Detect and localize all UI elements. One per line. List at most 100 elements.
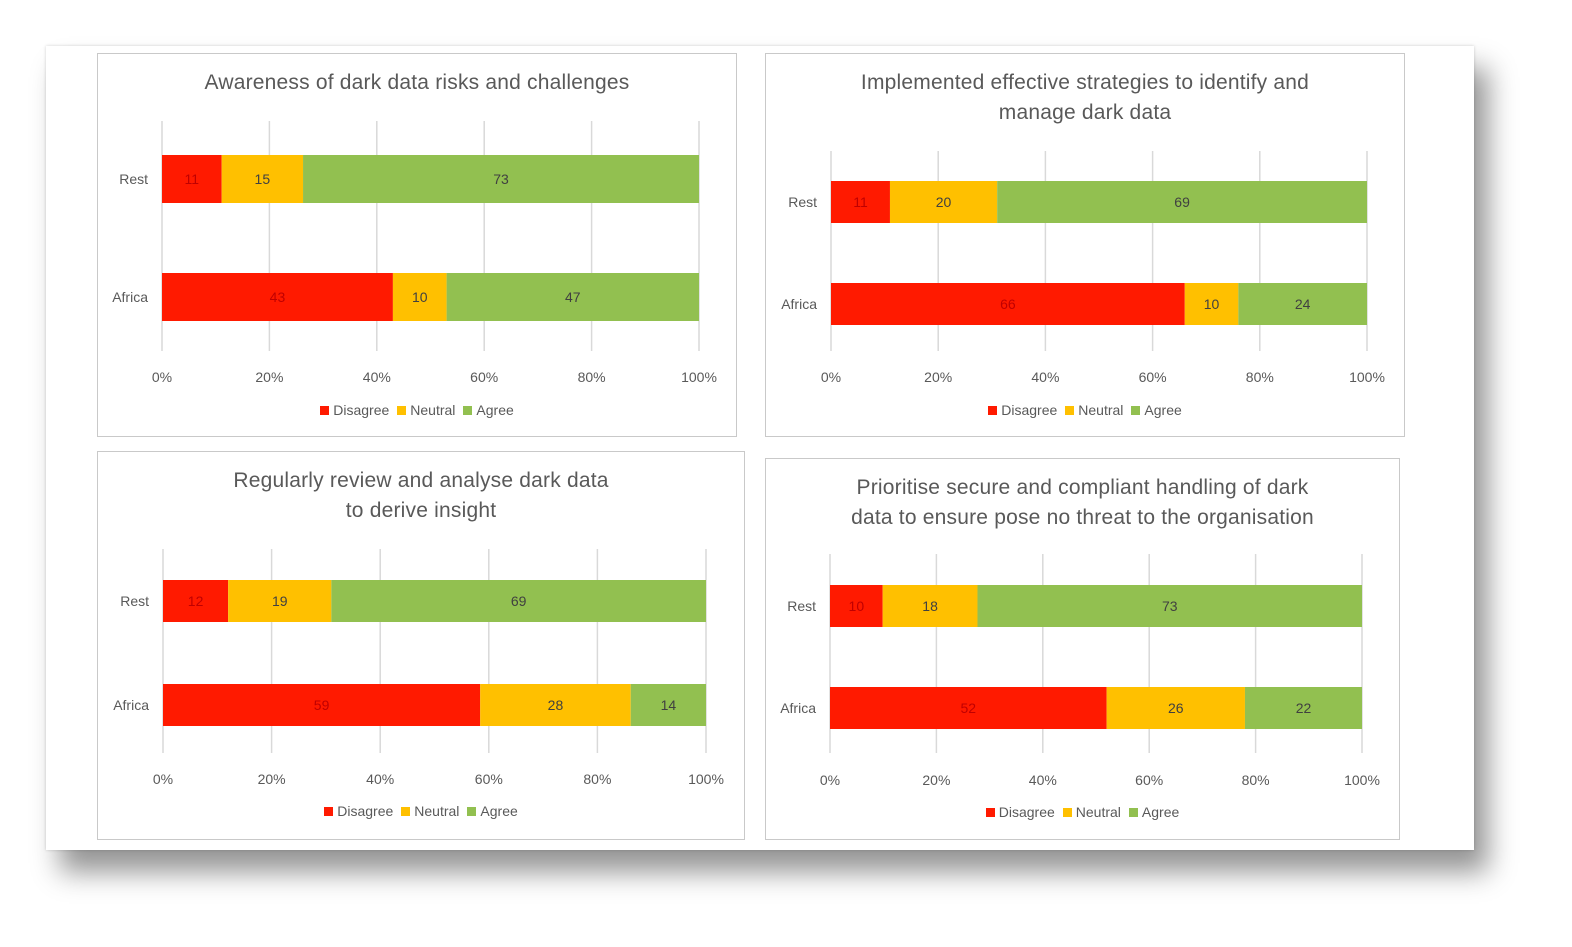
x-tick-label: 100%	[1344, 772, 1380, 788]
x-tick-label: 60%	[1135, 772, 1163, 788]
x-tick-label: 20%	[922, 772, 950, 788]
legend-swatch	[1128, 808, 1138, 817]
legend-swatch	[463, 406, 473, 415]
data-label: 73	[493, 171, 509, 187]
legend-item-neutral: Neutral	[1065, 402, 1123, 418]
data-label: 52	[961, 700, 977, 716]
y-category-label: Rest	[119, 171, 148, 187]
bar-africa-neutral	[480, 684, 631, 726]
bar-rest-disagree	[830, 585, 883, 627]
chart-legend: Disagree Neutral Agree	[98, 402, 736, 418]
legend-item-agree: Agree	[463, 402, 514, 418]
bar-rest-agree	[303, 155, 699, 203]
data-label: 18	[922, 598, 938, 614]
x-tick-label: 0%	[820, 772, 840, 788]
data-label: 47	[565, 289, 581, 305]
x-tick-label: 80%	[1242, 772, 1270, 788]
chart-panel-3: Regularly review and analyse dark data to…	[97, 451, 745, 840]
y-category-label: Africa	[781, 296, 817, 312]
bar-rest-neutral	[228, 580, 332, 622]
chart-title: Prioritise secure and compliant handling…	[851, 476, 1314, 529]
data-label: 28	[548, 697, 564, 713]
y-category-label: Africa	[113, 697, 149, 713]
x-tick-label: 40%	[366, 771, 394, 787]
x-tick-label: 40%	[1029, 772, 1057, 788]
data-label: 11	[185, 171, 200, 187]
data-label: 73	[1162, 598, 1178, 614]
chart-title: Regularly review and analyse dark data to…	[233, 469, 609, 522]
legend-item-agree: Agree	[467, 803, 518, 819]
bar-africa-neutral	[392, 273, 447, 321]
legend-item-agree: Agree	[1128, 804, 1180, 820]
bar-africa-neutral	[1106, 687, 1245, 729]
x-tick-label: 20%	[924, 369, 952, 385]
bar-africa-neutral	[1184, 283, 1239, 325]
legend-swatch	[320, 406, 330, 415]
legend-label: Agree	[480, 803, 518, 819]
chart-title: Implemented effective strategies to iden…	[860, 71, 1310, 124]
y-category-label: Rest	[788, 194, 817, 210]
chart-plot: 0% 20% 40% 60% 80% 100% 11 20 69 Rest 66 10 24 Africa	[781, 151, 1385, 385]
chart-panel-2: Implemented effective strategies to iden…	[765, 53, 1405, 437]
legend-item-neutral: Neutral	[401, 803, 459, 819]
bar-africa-agree	[446, 273, 699, 321]
data-label: 14	[661, 697, 677, 713]
legend-label: Neutral	[410, 402, 456, 418]
data-label: 69	[1174, 194, 1190, 210]
x-tick-label: 20%	[255, 369, 283, 385]
x-tick-label: 0%	[153, 771, 173, 787]
legend-label: Disagree	[333, 402, 390, 418]
chart-panel-1: Awareness of dark data risks and challen…	[97, 53, 737, 437]
x-tick-label: 100%	[681, 369, 717, 385]
x-tick-label: 100%	[688, 771, 724, 787]
y-category-label: Africa	[780, 700, 816, 716]
data-label: 15	[255, 171, 271, 187]
x-tick-label: 40%	[363, 369, 391, 385]
data-label: 24	[1295, 296, 1311, 312]
x-tick-label: 60%	[475, 771, 503, 787]
data-label: 10	[412, 289, 428, 305]
bar-africa-disagree	[162, 273, 393, 321]
legend-label: Neutral	[1075, 804, 1121, 820]
legend-item-agree: Agree	[1131, 402, 1182, 418]
legend-item-neutral: Neutral	[1062, 804, 1121, 820]
bar-rest-agree	[977, 585, 1362, 627]
legend-item-disagree: Disagree	[324, 803, 393, 819]
legend-item-disagree: Disagree	[985, 804, 1055, 820]
bar-africa-disagree	[830, 687, 1107, 729]
legend-swatch	[401, 807, 411, 816]
legend-label: Disagree	[337, 803, 394, 819]
data-label: 19	[272, 593, 288, 609]
data-label: 26	[1168, 700, 1184, 716]
data-label: 22	[1296, 700, 1312, 716]
bar-rest-neutral	[882, 585, 978, 627]
x-tick-label: 80%	[1246, 369, 1274, 385]
data-label: 10	[849, 598, 865, 614]
bar-africa-agree	[1238, 283, 1367, 325]
legend-label: Agree	[1144, 402, 1182, 418]
legend-label: Agree	[476, 402, 514, 418]
data-label: 11	[853, 194, 868, 210]
data-label: 12	[188, 593, 204, 609]
bar-rest-agree	[997, 181, 1367, 223]
legend-swatch	[397, 406, 407, 415]
y-category-label: Rest	[787, 598, 816, 614]
y-category-label: Africa	[112, 289, 148, 305]
chart-plot: 0% 20% 40% 60% 80% 100% 11 15 73 Rest 43 10 47 Africa	[112, 121, 717, 385]
x-tick-label: 60%	[470, 369, 498, 385]
x-tick-label: 80%	[578, 369, 606, 385]
legend-swatch	[324, 807, 334, 816]
legend-label: Disagree	[1001, 402, 1058, 418]
legend-label: Agree	[1141, 804, 1180, 820]
chart-legend: Disagree Neutral Agree	[98, 803, 744, 819]
chart-legend: Disagree Neutral Agree	[766, 402, 1404, 418]
legend-swatch	[1131, 406, 1141, 415]
data-label: 66	[1000, 296, 1016, 312]
bar-rest-disagree	[831, 181, 890, 223]
legend-item-disagree: Disagree	[320, 402, 389, 418]
bar-rest-disagree	[163, 580, 229, 622]
x-tick-label: 20%	[258, 771, 286, 787]
bar-rest-neutral	[889, 181, 998, 223]
x-tick-label: 0%	[821, 369, 841, 385]
legend-swatch	[1065, 406, 1075, 415]
